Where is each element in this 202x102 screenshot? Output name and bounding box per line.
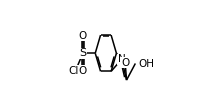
Text: S: S: [79, 48, 86, 58]
Text: O: O: [79, 66, 87, 76]
Text: Cl: Cl: [68, 66, 79, 76]
Text: O: O: [121, 58, 129, 68]
Text: O: O: [79, 31, 87, 41]
Text: OH: OH: [138, 59, 154, 69]
Text: N: N: [118, 54, 126, 64]
